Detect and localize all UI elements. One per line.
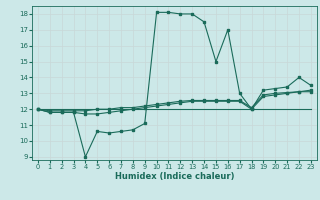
X-axis label: Humidex (Indice chaleur): Humidex (Indice chaleur) bbox=[115, 172, 234, 181]
